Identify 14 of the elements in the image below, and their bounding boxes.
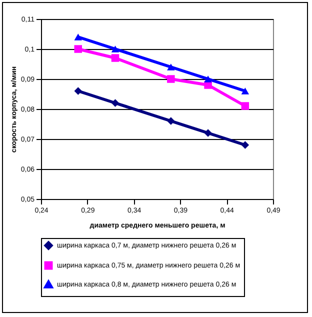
point [167,64,175,70]
point [74,87,82,95]
point [74,34,82,40]
point [204,76,212,82]
point [241,141,250,149]
point [204,129,212,137]
point [241,102,250,110]
point [241,88,250,94]
point [111,99,120,107]
point [167,117,175,125]
point [111,54,120,62]
point [167,75,175,83]
point [111,46,120,52]
point [74,45,82,53]
